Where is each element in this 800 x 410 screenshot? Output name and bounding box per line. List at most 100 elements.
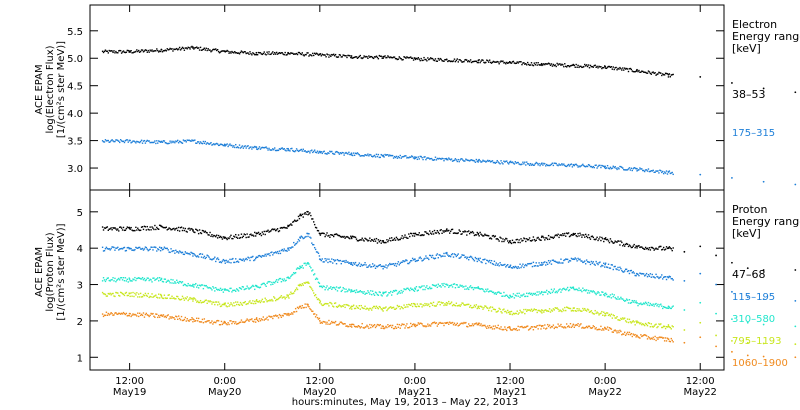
data-point <box>241 304 244 306</box>
data-point <box>152 141 154 144</box>
data-marker <box>287 247 290 250</box>
data-point <box>397 326 400 328</box>
data-point <box>470 287 473 289</box>
data-point <box>628 331 631 334</box>
data-point <box>390 154 393 157</box>
data-point <box>295 268 298 270</box>
data-point <box>414 58 417 61</box>
data-point <box>241 51 244 53</box>
data-point <box>429 287 432 290</box>
data-point <box>101 313 104 315</box>
data-point <box>181 142 184 144</box>
data-point <box>199 232 202 234</box>
data-point <box>401 292 403 294</box>
data-point <box>600 325 602 328</box>
data-point <box>474 161 477 163</box>
data-point <box>562 308 564 310</box>
data-point <box>413 235 416 237</box>
data-point <box>138 229 140 231</box>
data-point <box>352 235 354 237</box>
data-point <box>396 263 399 265</box>
data-point <box>517 266 519 268</box>
data-point <box>420 286 422 288</box>
data-point <box>351 308 353 310</box>
data-point <box>616 316 618 318</box>
data-point <box>353 154 356 157</box>
data-point <box>664 172 667 174</box>
data-point <box>617 67 619 70</box>
data-point <box>309 307 311 310</box>
data-point <box>341 151 343 154</box>
data-point <box>436 253 439 255</box>
data-point <box>322 304 324 307</box>
data-point <box>168 318 170 320</box>
data-point <box>316 229 319 232</box>
data-point <box>599 328 601 331</box>
data-point <box>564 306 566 309</box>
data-point <box>211 289 213 291</box>
data-point <box>177 282 180 284</box>
data-point <box>475 322 478 324</box>
data-marker <box>318 53 321 56</box>
data-point <box>158 277 161 279</box>
data-point <box>457 253 459 255</box>
data-point <box>175 228 177 230</box>
data-point <box>519 309 521 312</box>
data-point <box>511 295 514 298</box>
data-point <box>660 170 662 172</box>
data-point <box>271 298 273 301</box>
data-point <box>165 247 168 250</box>
data-point <box>268 252 270 255</box>
data-point <box>210 258 212 261</box>
data-point <box>663 249 666 251</box>
data-point <box>115 311 117 314</box>
data-point <box>293 244 296 246</box>
data-point <box>453 304 456 306</box>
data-point <box>335 56 338 58</box>
data-point <box>119 313 122 315</box>
data-point <box>174 229 176 231</box>
data-point <box>505 160 507 163</box>
data-point <box>420 155 422 158</box>
data-point <box>391 239 394 241</box>
data-point <box>244 300 246 303</box>
data-point <box>364 262 366 264</box>
data-point <box>471 306 474 309</box>
data-point <box>488 237 491 240</box>
data-point <box>240 233 243 235</box>
data-point <box>122 293 125 296</box>
data-point <box>562 164 564 166</box>
data-point <box>110 312 112 314</box>
data-point <box>221 288 224 291</box>
data-point <box>627 302 630 304</box>
data-point <box>203 231 206 233</box>
data-point <box>626 299 629 301</box>
data-point <box>377 239 380 241</box>
data-point <box>668 306 671 308</box>
data-point <box>504 310 506 313</box>
data-point <box>229 303 231 306</box>
data-point <box>144 226 147 228</box>
data-point <box>538 63 540 66</box>
data-point <box>544 324 546 326</box>
data-point <box>578 235 580 237</box>
data-point <box>122 226 125 229</box>
data-point <box>466 159 468 161</box>
data-point <box>405 236 407 239</box>
data-point <box>429 302 432 304</box>
data-point <box>549 327 552 329</box>
data-point <box>353 307 356 310</box>
data-point <box>250 286 252 289</box>
data-point <box>270 300 272 302</box>
data-point <box>465 285 467 287</box>
data-point <box>564 326 566 328</box>
data-point <box>507 295 509 298</box>
data-point <box>387 308 389 310</box>
data-point <box>530 292 533 295</box>
data-point <box>355 56 358 58</box>
data-point <box>282 279 284 282</box>
data-point <box>193 48 195 50</box>
data-point <box>599 261 601 263</box>
data-point <box>568 65 571 68</box>
data-point <box>113 50 115 52</box>
